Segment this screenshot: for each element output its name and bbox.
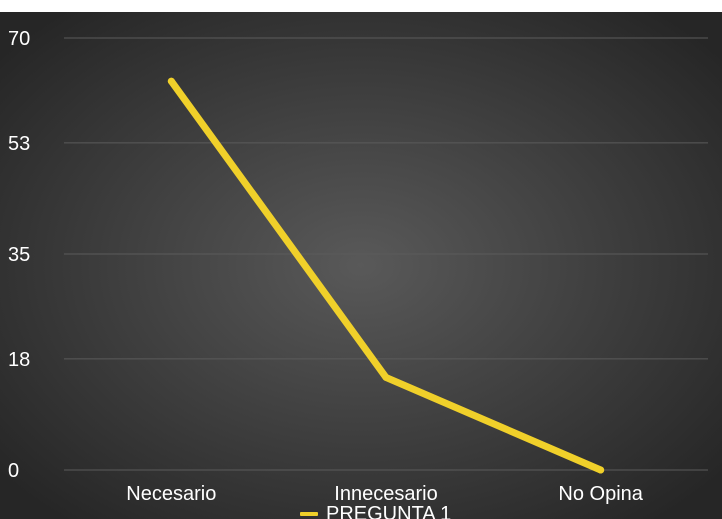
chart-background bbox=[0, 12, 722, 519]
y-tick-label: 35 bbox=[8, 244, 30, 266]
series-layer bbox=[167, 77, 605, 474]
data-point bbox=[167, 77, 175, 85]
y-tick-label: 18 bbox=[8, 349, 30, 371]
x-tick-label: Necesario bbox=[126, 483, 216, 505]
x-axis-ticks: Necesario Innecesario No Opina bbox=[126, 483, 643, 505]
x-tick-label: Innecesario bbox=[334, 483, 437, 505]
y-tick-label: 70 bbox=[8, 28, 30, 50]
y-tick-label: 0 bbox=[8, 460, 19, 482]
y-axis-ticks: 0 18 35 53 70 bbox=[8, 28, 30, 482]
legend-label: PREGUNTA 1 bbox=[326, 503, 451, 519]
x-tick-label: No Opina bbox=[558, 483, 643, 505]
legend-swatch bbox=[300, 512, 318, 516]
legend: PREGUNTA 1 bbox=[300, 503, 451, 519]
data-point bbox=[597, 466, 605, 474]
data-point bbox=[382, 373, 390, 381]
y-tick-label: 53 bbox=[8, 133, 30, 155]
